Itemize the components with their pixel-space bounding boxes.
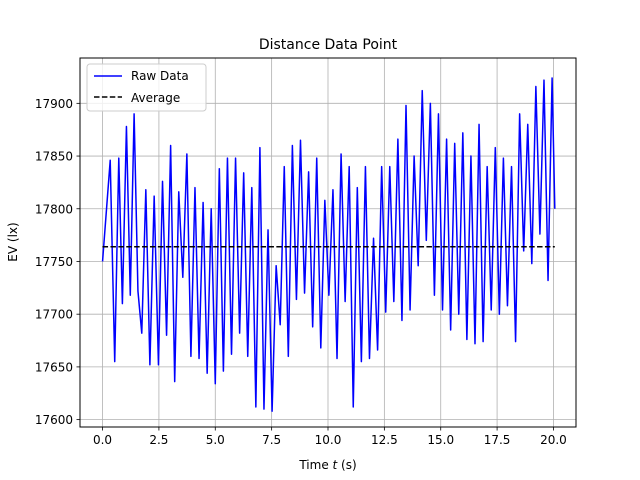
y-tick-label: 17700 bbox=[35, 308, 73, 322]
series-line-raw-data bbox=[101, 77, 556, 412]
y-tick-label: 17650 bbox=[35, 360, 73, 374]
chart-title: Distance Data Point bbox=[259, 37, 398, 53]
legend: Raw Data Average bbox=[86, 63, 207, 112]
y-tick-label: 17600 bbox=[35, 413, 73, 427]
y-tick-label: 17900 bbox=[35, 97, 73, 111]
x-tick-label: 20.0 bbox=[540, 433, 567, 447]
x-tick-label: 5.0 bbox=[206, 433, 225, 447]
y-tick-label: 17800 bbox=[35, 202, 73, 216]
x-tick-label: 10.0 bbox=[315, 433, 342, 447]
y-tick-label: 17750 bbox=[35, 255, 73, 269]
x-axis-label: Time t (s) bbox=[298, 458, 356, 472]
x-tick-label: 12.5 bbox=[371, 433, 398, 447]
y-axis: 17600 17650 17700 17750 17800 17850 17900 bbox=[35, 97, 80, 427]
x-tick-label: 15.0 bbox=[427, 433, 454, 447]
x-tick-label: 2.5 bbox=[149, 433, 168, 447]
legend-label-raw-data: Raw Data bbox=[131, 69, 189, 83]
y-axis-label: EV (lx) bbox=[6, 222, 20, 261]
x-tick-label: 17.5 bbox=[484, 433, 511, 447]
series-layer bbox=[101, 77, 556, 412]
x-tick-label: 7.5 bbox=[262, 433, 281, 447]
y-tick-label: 17850 bbox=[35, 150, 73, 164]
legend-label-average: Average bbox=[131, 91, 180, 105]
x-tick-label: 0.0 bbox=[93, 433, 112, 447]
x-axis: 0.0 2.5 5.0 7.5 10.0 12.5 15.0 17.5 20.0 bbox=[93, 427, 567, 447]
